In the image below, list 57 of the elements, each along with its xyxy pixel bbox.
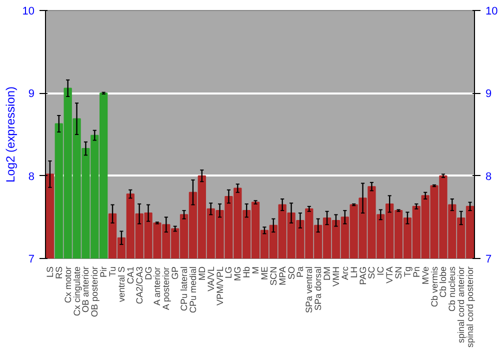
x-tick-label: SPa dorsal <box>313 266 324 311</box>
x-tick-label: Arc <box>340 266 350 280</box>
x-tick-label: VTA <box>384 266 395 284</box>
x-tick-label: Hb <box>242 266 252 278</box>
x-tick-label: CPu lateral <box>179 266 190 312</box>
x-tick-label: Cb nucleus <box>447 266 458 312</box>
x-tick-label: SN <box>394 266 404 279</box>
x-tick-label: MVe <box>420 266 430 285</box>
x-tick-label: CA2/CA3 <box>134 266 144 304</box>
x-tick-label: SCN <box>268 266 278 286</box>
x-tick-label: Pir <box>98 266 109 278</box>
x-tick-label: MPA <box>277 266 288 286</box>
x-tick-label: spinal cord posterior <box>465 266 476 348</box>
x-tick-label: IC <box>376 266 386 276</box>
y-tick-label: 8 <box>28 170 35 183</box>
x-tick-label: ventral S <box>116 266 126 302</box>
x-tick-label: DM <box>322 266 332 280</box>
x-tick-label: LH <box>348 266 359 278</box>
x-tick-label: Tg <box>402 266 412 278</box>
x-tick-label: ME <box>259 266 270 280</box>
x-tick-label: spinal cord anterior <box>456 266 466 344</box>
x-tick-label: Pn <box>411 266 422 278</box>
y2-tick-label: 7 <box>486 254 492 266</box>
x-tick-label: VPM/VPL <box>214 266 225 306</box>
x-tick-label: SC <box>366 266 377 279</box>
y2-tick-label: 9 <box>486 88 492 100</box>
x-tick-label: PAG <box>358 266 368 285</box>
x-tick-label: Cb vermis <box>429 266 440 308</box>
y-axis-title: Log2 (expression) <box>3 86 18 183</box>
x-tick-label: VA/VL <box>206 266 216 292</box>
y2-tick-label: 8 <box>486 170 492 183</box>
x-tick-label: A anterior <box>152 266 162 306</box>
x-tick-label: DG <box>143 266 154 280</box>
x-tick-label: OB posterior <box>90 266 100 318</box>
x-tick-label: LS <box>44 266 55 278</box>
y-tick-label: 10 <box>22 6 35 18</box>
x-tick-label: GP <box>170 266 180 280</box>
x-tick-label: SO <box>286 266 296 280</box>
x-tick-label: VMH <box>330 266 341 286</box>
x-tick-label: LG <box>224 266 234 279</box>
x-tick-label: Tu <box>108 266 118 277</box>
x-tick-label: RS <box>54 266 64 279</box>
x-tick-label: CPu medial <box>188 266 198 314</box>
x-tick-label: CA1 <box>125 266 136 284</box>
x-tick-label: M <box>250 266 261 274</box>
x-tick-label: OB anterior <box>80 266 91 313</box>
x-tick-label: A posterior <box>161 266 172 310</box>
x-tick-label: SPa ventral <box>304 266 314 314</box>
x-tick-label: MD <box>196 266 207 280</box>
y-tick-label: 9 <box>28 88 35 100</box>
x-tick-label: Cx cingulate <box>72 266 82 316</box>
x-tick-label: Pa <box>295 266 306 278</box>
x-tick-label: MG <box>232 266 243 281</box>
x-tick-label: Cb lobe <box>438 266 448 298</box>
y2-tick-label: 10 <box>486 6 498 18</box>
y-tick-label: 7 <box>28 254 35 266</box>
x-tick-label: Cx motor <box>62 266 73 304</box>
